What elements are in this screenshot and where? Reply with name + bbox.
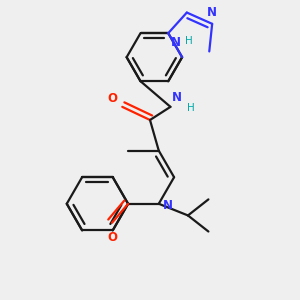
Text: N: N — [172, 91, 182, 104]
Text: O: O — [107, 231, 117, 244]
Text: H: H — [185, 35, 193, 46]
Text: N: N — [207, 6, 217, 19]
Text: H: H — [187, 103, 194, 113]
Text: N: N — [163, 199, 173, 212]
Text: N: N — [171, 35, 181, 49]
Text: O: O — [108, 92, 118, 105]
